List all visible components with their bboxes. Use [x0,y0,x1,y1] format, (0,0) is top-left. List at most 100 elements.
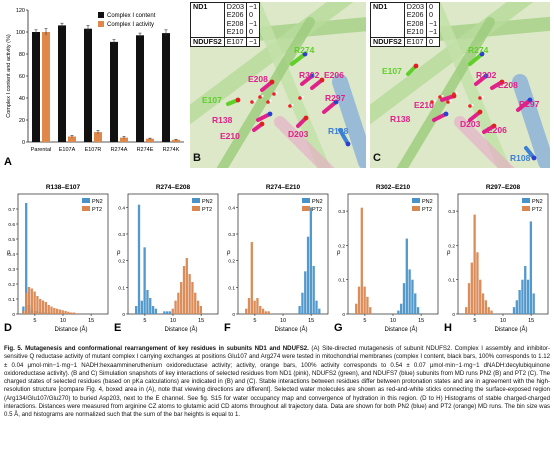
hist-bar-pt2 [33,291,36,314]
hist-bar-pt2 [267,311,270,314]
hist-bar-pt2 [30,288,33,314]
hist-bar-pt2 [250,242,253,314]
charge-row: E206 0 [191,10,260,20]
residue-atom [531,155,537,161]
y-tick-label: 0.1 [448,278,455,284]
histogram-title: R274–E208 [156,184,191,191]
residue-label: R108 [328,126,349,136]
helix [216,17,315,168]
hist-bar-pt2 [36,296,39,314]
hist-bar-pt2 [50,306,53,314]
hist-bar-pn2 [408,269,411,314]
hist-bar-pn2 [411,279,414,314]
hist-bar-pt2 [264,311,268,314]
hist-bar-pt2 [55,308,59,314]
legend-swatch [522,198,530,203]
y-tick-label: 0.3 [448,209,455,215]
charge-row: E206 0 [371,10,440,20]
residue-label: D203 [288,129,309,139]
y-tick-label: 0 [452,312,455,318]
charge-row: ND1 D203 −1 [191,2,260,12]
hist-bar-pt2 [479,279,482,314]
x-axis-label: Distance (Å) [164,326,197,333]
y-tick-label: 60 [19,74,25,80]
water-hydrogen [275,91,278,95]
legend-swatch [82,206,90,211]
hist-bar-pn2 [521,279,524,314]
legend-swatch [412,198,420,203]
x-axis-label: Distance (Å) [274,326,307,333]
water-hydrogen [441,94,444,98]
residue-label: E210 [220,131,240,141]
water-oxygen [468,104,472,108]
y-tick-label: 0 [342,312,345,318]
y-tick-label: 0.2 [338,243,345,249]
charge-group [191,11,224,19]
hist-bar-pn2 [400,303,403,314]
y-tick-label: 0.3 [338,209,345,215]
water-hydrogen [261,94,264,98]
residue-label: E107 [382,66,402,76]
hist-bar-pn2 [140,300,143,314]
panel-d: R138–E107 0 0.1 0.2 0.3 0.4 0.5 0.6 0.7 5 10 15 Dist… [2,180,112,340]
x-tick-label: 15 [198,318,204,324]
y-tick-label: 0 [22,140,25,146]
residue-stick [322,100,338,114]
charge-group: NDUFS2 [191,36,225,47]
legend-label: PT2 [422,207,432,213]
caption-body: (A) Site-directed mutagenesis of subunit… [4,345,550,419]
bar-content [58,25,66,142]
legend-label: PN2 [422,199,433,205]
panel-h: R297–E208 0 0.1 0.2 0.3 5 10 15 Distance (Å) p PN2… [442,180,552,340]
y-tick-label: 0.1 [118,285,125,291]
charge-row: NDUFS2 E107 0 [371,36,440,47]
residue-atom [235,97,241,103]
hist-bar-pt2 [39,299,42,314]
charge-residue: E210 [223,28,247,38]
water-oxygen [298,96,302,100]
water-oxygen [478,96,482,100]
hist-bar-pn2 [315,300,318,314]
ndufs7-helix [332,74,366,168]
residue-atom [259,121,265,127]
hist-bar-pt2 [182,266,186,314]
y-tick-label: 0.2 [8,282,15,288]
hist-bar-pt2 [194,292,197,314]
legend-label: PN2 [312,199,323,205]
hist-bar-pn2 [414,293,417,314]
charge-group: NDUFS2 [371,36,405,47]
hist-bar-pt2 [481,293,485,314]
bar-content [32,32,40,142]
hist-bar-pn2 [526,279,530,314]
ndufs7-helix [512,74,550,168]
hist-bar-pn2 [168,311,172,314]
x-tick-label: 15 [308,318,314,324]
bar-activity [120,137,128,142]
hist-bar-pt2 [61,310,64,314]
hist-bar-pn2 [298,306,301,314]
charge-value: 0 [425,10,440,20]
hist-bar-pn2 [146,290,149,314]
y-axis-label: p [116,250,121,256]
charge-residue: E208 [403,19,427,29]
x-tick-label: 5 [253,318,256,324]
legend-swatch [302,206,310,211]
y-tick-label: 120 [16,8,25,14]
residue-label: R302 [476,70,497,80]
hist-bar-pt2 [261,308,265,314]
caption-title: Fig. 5. Mutagenesis and conformational r… [4,345,309,352]
residue-atom [345,141,351,147]
x-tick-label: R274K [163,147,180,153]
hist-bar-pn2 [402,283,406,314]
hist-bar-pt2 [180,282,183,314]
charge-group: ND1 [193,2,208,11]
y-tick-label: 0.2 [228,259,235,265]
hist-bar-pn2 [135,306,138,314]
legend-swatch [82,198,90,203]
x-tick-label: 15 [418,318,424,324]
x-axis-label: Distance (Å) [384,326,417,333]
hist-bar-pn2 [143,247,146,314]
residue-atom [309,73,315,79]
legend-label: PT2 [92,207,102,213]
legend-label: PT2 [202,207,212,213]
